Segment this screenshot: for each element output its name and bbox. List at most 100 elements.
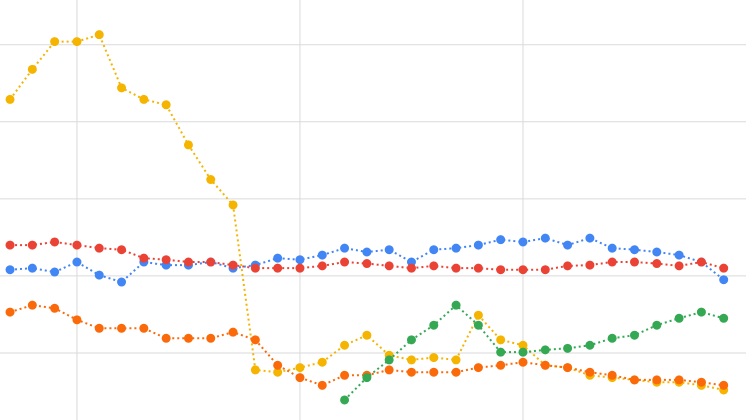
data-point: [496, 347, 506, 357]
data-point: [295, 363, 305, 373]
data-point: [629, 330, 639, 340]
data-point: [652, 259, 662, 269]
data-point: [50, 267, 60, 277]
data-point: [295, 255, 305, 265]
data-point: [273, 360, 283, 370]
data-point: [5, 307, 15, 317]
data-point: [518, 237, 528, 247]
data-point: [340, 257, 350, 267]
data-point: [629, 245, 639, 255]
data-point: [652, 375, 662, 385]
data-point: [629, 257, 639, 267]
data-point: [496, 360, 506, 370]
data-point: [139, 323, 149, 333]
data-point: [406, 335, 416, 345]
data-point: [228, 260, 238, 270]
data-point: [206, 175, 216, 185]
data-point: [451, 367, 461, 377]
data-point: [674, 313, 684, 323]
data-point: [317, 357, 327, 367]
data-point: [317, 250, 327, 260]
data-point: [429, 320, 439, 330]
data-point: [563, 363, 573, 373]
data-point: [496, 335, 506, 345]
data-point: [5, 94, 15, 104]
data-point: [5, 240, 15, 250]
data-point: [473, 320, 483, 330]
data-point: [719, 263, 729, 273]
data-point: [94, 30, 104, 40]
data-point: [139, 94, 149, 104]
data-point: [250, 335, 260, 345]
data-point: [585, 260, 595, 270]
data-point: [674, 250, 684, 260]
data-point: [473, 240, 483, 250]
data-point: [719, 275, 729, 285]
data-point: [94, 323, 104, 333]
data-point: [27, 64, 37, 74]
data-point: [607, 333, 617, 343]
data-point: [72, 315, 82, 325]
data-point: [362, 373, 372, 383]
data-point: [273, 253, 283, 263]
data-point: [674, 375, 684, 385]
data-point: [250, 263, 260, 273]
data-point: [406, 367, 416, 377]
data-point: [540, 360, 550, 370]
data-point: [384, 365, 394, 375]
data-point: [540, 345, 550, 355]
data-point: [72, 37, 82, 47]
data-point: [161, 333, 171, 343]
data-point: [50, 37, 60, 47]
data-point: [94, 270, 104, 280]
data-point: [406, 257, 416, 267]
data-point: [228, 200, 238, 210]
data-point: [451, 243, 461, 253]
data-point: [473, 363, 483, 373]
data-point: [72, 240, 82, 250]
data-point: [362, 259, 372, 269]
data-point: [652, 320, 662, 330]
data-point: [719, 380, 729, 390]
data-point: [273, 263, 283, 273]
data-point: [607, 257, 617, 267]
data-point: [94, 243, 104, 253]
series-line: [9, 304, 724, 387]
data-point: [429, 245, 439, 255]
data-point: [139, 253, 149, 263]
data-point: [585, 233, 595, 243]
data-point: [406, 263, 416, 273]
data-point: [674, 261, 684, 271]
data-point: [228, 327, 238, 337]
data-point: [696, 307, 706, 317]
data-point: [563, 261, 573, 271]
data-point: [384, 261, 394, 271]
data-point: [607, 370, 617, 380]
data-point: [696, 257, 706, 267]
data-point: [117, 323, 127, 333]
data-point: [340, 370, 350, 380]
data-point: [429, 261, 439, 271]
data-point: [652, 247, 662, 257]
data-point: [362, 330, 372, 340]
data-point: [117, 277, 127, 287]
data-point: [518, 265, 528, 275]
data-point: [117, 245, 127, 255]
data-point: [362, 247, 372, 257]
data-point: [585, 367, 595, 377]
data-point: [473, 263, 483, 273]
data-point: [340, 340, 350, 350]
data-point: [183, 333, 193, 343]
data-point: [206, 257, 216, 267]
data-point: [72, 257, 82, 267]
data-point: [607, 243, 617, 253]
data-point: [295, 373, 305, 383]
data-point: [518, 340, 528, 350]
data-point: [317, 380, 327, 390]
data-point: [473, 310, 483, 320]
data-point: [629, 375, 639, 385]
data-point: [384, 355, 394, 365]
data-point: [27, 300, 37, 310]
